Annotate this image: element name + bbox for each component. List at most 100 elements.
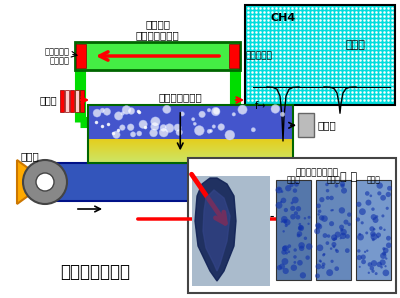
Text: 他ガス: 他ガス xyxy=(345,40,365,50)
Bar xyxy=(88,144,293,145)
Bar xyxy=(80,90,84,112)
Circle shape xyxy=(331,234,337,241)
Circle shape xyxy=(318,209,322,213)
Circle shape xyxy=(332,209,334,211)
Circle shape xyxy=(290,206,296,211)
Bar xyxy=(88,158,293,159)
Circle shape xyxy=(384,265,387,267)
Circle shape xyxy=(150,129,158,137)
Circle shape xyxy=(294,211,298,215)
Bar xyxy=(88,150,293,151)
Circle shape xyxy=(103,108,110,115)
Circle shape xyxy=(207,129,211,134)
Text: 外壁層: 外壁層 xyxy=(366,175,380,184)
Circle shape xyxy=(357,249,360,253)
Circle shape xyxy=(225,130,235,140)
Circle shape xyxy=(347,212,352,217)
Circle shape xyxy=(304,217,306,220)
Circle shape xyxy=(212,107,220,116)
Bar xyxy=(55,163,335,201)
Bar xyxy=(88,105,293,163)
Circle shape xyxy=(383,248,388,253)
Circle shape xyxy=(291,265,297,271)
Text: 赤外レーザ吸光: 赤外レーザ吸光 xyxy=(136,30,179,40)
Circle shape xyxy=(380,259,386,266)
Circle shape xyxy=(298,242,305,249)
Circle shape xyxy=(296,215,300,220)
Circle shape xyxy=(368,262,372,267)
Circle shape xyxy=(285,252,288,254)
Circle shape xyxy=(316,263,321,269)
Circle shape xyxy=(137,131,142,136)
Bar xyxy=(88,161,293,162)
Circle shape xyxy=(361,254,366,260)
Circle shape xyxy=(334,266,339,271)
Circle shape xyxy=(359,208,366,215)
Bar xyxy=(88,139,293,163)
Circle shape xyxy=(357,234,364,240)
Text: 検出セル: 検出セル xyxy=(145,19,170,29)
Bar xyxy=(88,157,293,158)
Circle shape xyxy=(348,223,351,226)
Circle shape xyxy=(330,247,332,250)
Bar xyxy=(65,90,69,112)
Circle shape xyxy=(381,214,384,218)
Circle shape xyxy=(174,124,181,131)
Circle shape xyxy=(288,250,290,253)
Circle shape xyxy=(335,249,338,252)
Circle shape xyxy=(340,229,347,235)
Polygon shape xyxy=(203,190,230,271)
Circle shape xyxy=(340,181,345,187)
Circle shape xyxy=(180,112,184,116)
Circle shape xyxy=(315,274,320,278)
Circle shape xyxy=(93,109,101,117)
Circle shape xyxy=(298,223,301,226)
Bar xyxy=(88,160,293,161)
Circle shape xyxy=(193,122,196,125)
Circle shape xyxy=(199,111,205,117)
Circle shape xyxy=(340,184,345,188)
Circle shape xyxy=(284,219,290,226)
Circle shape xyxy=(321,215,328,222)
Circle shape xyxy=(359,266,361,268)
Circle shape xyxy=(163,105,171,114)
Bar xyxy=(88,159,293,160)
Circle shape xyxy=(366,249,368,252)
Circle shape xyxy=(322,233,328,238)
Circle shape xyxy=(319,260,322,262)
Circle shape xyxy=(365,191,370,196)
Circle shape xyxy=(326,241,329,245)
Bar xyxy=(88,151,293,152)
Text: ファン: ファン xyxy=(318,120,337,130)
Circle shape xyxy=(339,225,344,229)
Text: ポンプ: ポンプ xyxy=(21,151,39,161)
Circle shape xyxy=(278,187,281,190)
Circle shape xyxy=(306,255,310,260)
Circle shape xyxy=(151,117,160,126)
Text: 発光素子: 発光素子 xyxy=(50,56,70,65)
Circle shape xyxy=(23,160,67,204)
Bar xyxy=(88,155,293,156)
Circle shape xyxy=(284,208,288,212)
Circle shape xyxy=(238,105,247,114)
Circle shape xyxy=(361,259,366,264)
Bar xyxy=(88,154,293,155)
Circle shape xyxy=(386,236,391,241)
Circle shape xyxy=(387,186,392,191)
Circle shape xyxy=(332,242,336,247)
Circle shape xyxy=(340,237,342,239)
Circle shape xyxy=(151,122,159,131)
Circle shape xyxy=(370,194,372,197)
Circle shape xyxy=(194,126,204,135)
Circle shape xyxy=(294,261,296,264)
Circle shape xyxy=(319,215,324,221)
Circle shape xyxy=(306,243,312,250)
Circle shape xyxy=(297,234,300,238)
Circle shape xyxy=(341,188,347,194)
Bar xyxy=(88,146,293,147)
Circle shape xyxy=(209,129,212,133)
Circle shape xyxy=(282,230,285,232)
Circle shape xyxy=(322,262,326,266)
Bar xyxy=(88,147,293,148)
Circle shape xyxy=(327,234,330,238)
